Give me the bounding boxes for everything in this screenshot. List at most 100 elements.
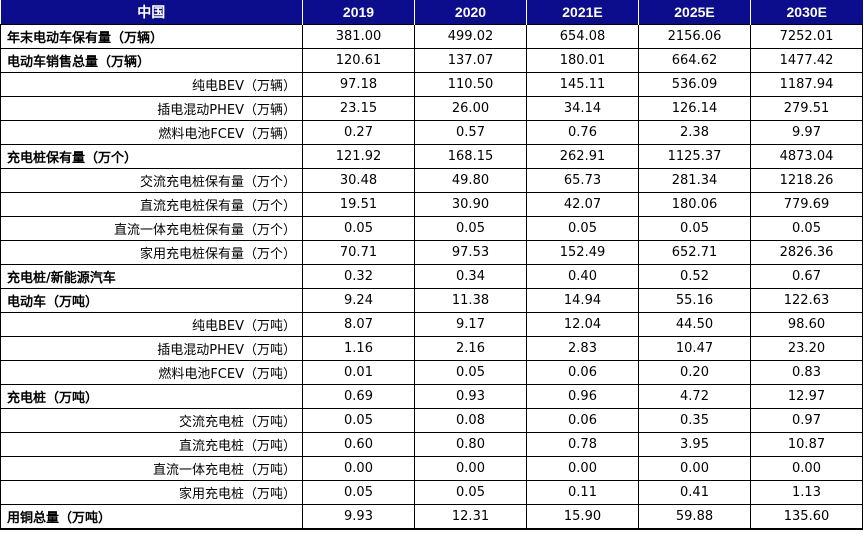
header-region: 中国 bbox=[0, 0, 303, 25]
row-value: 1218.26 bbox=[750, 168, 863, 193]
row-value: 42.07 bbox=[526, 192, 639, 217]
row-value: 55.16 bbox=[638, 288, 751, 313]
table-row: 家用充电桩（万吨） 0.05 0.05 0.11 0.41 1.13 bbox=[0, 480, 863, 505]
row-label: 电动车（万吨） bbox=[0, 288, 303, 313]
row-value: 145.11 bbox=[526, 72, 639, 97]
table-row: 充电桩保有量（万个） 121.92 168.15 262.91 1125.37 4873.… bbox=[0, 144, 863, 169]
row-label: 充电桩/新能源汽车 bbox=[0, 264, 303, 289]
row-value: 0.60 bbox=[302, 432, 415, 457]
row-value: 779.69 bbox=[750, 192, 863, 217]
row-value: 135.60 bbox=[750, 504, 863, 530]
row-value: 0.05 bbox=[750, 216, 863, 241]
row-label: 纯电BEV（万辆） bbox=[0, 72, 303, 97]
row-value: 10.87 bbox=[750, 432, 863, 457]
row-value: 0.40 bbox=[526, 264, 639, 289]
row-value: 536.09 bbox=[638, 72, 751, 97]
row-value: 110.50 bbox=[414, 72, 527, 97]
table-row: 交流充电桩（万吨） 0.05 0.08 0.06 0.35 0.97 bbox=[0, 408, 863, 433]
row-label: 交流充电桩（万吨） bbox=[0, 408, 303, 433]
row-label: 充电桩（万吨） bbox=[0, 384, 303, 409]
row-value: 98.60 bbox=[750, 312, 863, 337]
row-value: 0.52 bbox=[638, 264, 751, 289]
row-value: 0.01 bbox=[302, 360, 415, 385]
row-value: 0.05 bbox=[302, 408, 415, 433]
row-value: 281.34 bbox=[638, 168, 751, 193]
row-value: 180.01 bbox=[526, 48, 639, 73]
row-value: 4873.04 bbox=[750, 144, 863, 169]
table-row: 插电混动PHEV（万辆） 23.15 26.00 34.14 126.14 279.51 bbox=[0, 96, 863, 121]
row-value: 26.00 bbox=[414, 96, 527, 121]
table-row: 电动车（万吨） 9.24 11.38 14.94 55.16 122.63 bbox=[0, 288, 863, 313]
row-value: 126.14 bbox=[638, 96, 751, 121]
row-value: 499.02 bbox=[414, 24, 527, 49]
row-value: 262.91 bbox=[526, 144, 639, 169]
row-value: 0.96 bbox=[526, 384, 639, 409]
row-value: 10.47 bbox=[638, 336, 751, 361]
row-label: 插电混动PHEV（万辆） bbox=[0, 96, 303, 121]
row-value: 0.00 bbox=[414, 456, 527, 481]
row-value: 0.93 bbox=[414, 384, 527, 409]
row-label: 家用充电桩保有量（万个） bbox=[0, 240, 303, 265]
row-value: 9.17 bbox=[414, 312, 527, 337]
table-row: 电动车销售总量（万辆） 120.61 137.07 180.01 664.62 1477.… bbox=[0, 48, 863, 73]
row-value: 0.11 bbox=[526, 480, 639, 505]
row-value: 0.97 bbox=[750, 408, 863, 433]
row-value: 0.08 bbox=[414, 408, 527, 433]
row-label: 电动车销售总量（万辆） bbox=[0, 48, 303, 73]
row-value: 97.53 bbox=[414, 240, 527, 265]
row-value: 12.04 bbox=[526, 312, 639, 337]
row-value: 0.05 bbox=[638, 216, 751, 241]
row-value: 1125.37 bbox=[638, 144, 751, 169]
row-value: 137.07 bbox=[414, 48, 527, 73]
row-value: 9.97 bbox=[750, 120, 863, 145]
row-value: 12.97 bbox=[750, 384, 863, 409]
row-label: 直流充电桩保有量（万个） bbox=[0, 192, 303, 217]
row-label: 充电桩保有量（万个） bbox=[0, 144, 303, 169]
row-value: 11.38 bbox=[414, 288, 527, 313]
table-row: 充电桩（万吨） 0.69 0.93 0.96 4.72 12.97 bbox=[0, 384, 863, 409]
row-value: 381.00 bbox=[302, 24, 415, 49]
row-value: 0.00 bbox=[302, 456, 415, 481]
table-row: 直流一体充电桩（万吨） 0.00 0.00 0.00 0.00 0.00 bbox=[0, 456, 863, 481]
row-value: 0.80 bbox=[414, 432, 527, 457]
row-value: 0.06 bbox=[526, 360, 639, 385]
row-value: 0.05 bbox=[526, 216, 639, 241]
table-row: 直流一体充电桩保有量（万个） 0.05 0.05 0.05 0.05 0.05 bbox=[0, 216, 863, 241]
header-2021e: 2021E bbox=[526, 0, 639, 25]
row-value: 121.92 bbox=[302, 144, 415, 169]
header-2019: 2019 bbox=[302, 0, 415, 25]
copy-demand-table: 中国 2019 2020 2021E 2025E 2030E 年末电动车保有量（… bbox=[0, 0, 863, 530]
row-value: 7252.01 bbox=[750, 24, 863, 49]
row-label: 直流一体充电桩保有量（万个） bbox=[0, 216, 303, 241]
row-value: 0.78 bbox=[526, 432, 639, 457]
row-value: 0.57 bbox=[414, 120, 527, 145]
row-value: 0.76 bbox=[526, 120, 639, 145]
table-row: 交流充电桩保有量（万个） 30.48 49.80 65.73 281.34 1218.26 bbox=[0, 168, 863, 193]
row-value: 14.94 bbox=[526, 288, 639, 313]
row-label: 插电混动PHEV（万吨） bbox=[0, 336, 303, 361]
row-value: 120.61 bbox=[302, 48, 415, 73]
row-value: 8.07 bbox=[302, 312, 415, 337]
row-value: 0.69 bbox=[302, 384, 415, 409]
row-value: 1477.42 bbox=[750, 48, 863, 73]
table-row: 纯电BEV（万辆） 97.18 110.50 145.11 536.09 1187.94 bbox=[0, 72, 863, 97]
row-value: 70.71 bbox=[302, 240, 415, 265]
row-value: 12.31 bbox=[414, 504, 527, 530]
row-value: 0.35 bbox=[638, 408, 751, 433]
row-label: 纯电BEV（万吨） bbox=[0, 312, 303, 337]
table-row: 用铜总量（万吨） 9.93 12.31 15.90 59.88 135.60 bbox=[0, 504, 863, 530]
row-value: 2156.06 bbox=[638, 24, 751, 49]
row-label: 年末电动车保有量（万辆） bbox=[0, 24, 303, 49]
row-value: 2.83 bbox=[526, 336, 639, 361]
table-row: 直流充电桩保有量（万个） 19.51 30.90 42.07 180.06 779.69 bbox=[0, 192, 863, 217]
row-value: 97.18 bbox=[302, 72, 415, 97]
row-value: 0.20 bbox=[638, 360, 751, 385]
row-value: 168.15 bbox=[414, 144, 527, 169]
table-row: 家用充电桩保有量（万个） 70.71 97.53 152.49 652.71 2826.3… bbox=[0, 240, 863, 265]
row-value: 9.24 bbox=[302, 288, 415, 313]
row-value: 279.51 bbox=[750, 96, 863, 121]
table-row: 直流充电桩（万吨） 0.60 0.80 0.78 3.95 10.87 bbox=[0, 432, 863, 457]
row-label: 家用充电桩（万吨） bbox=[0, 480, 303, 505]
row-value: 1187.94 bbox=[750, 72, 863, 97]
row-value: 30.90 bbox=[414, 192, 527, 217]
